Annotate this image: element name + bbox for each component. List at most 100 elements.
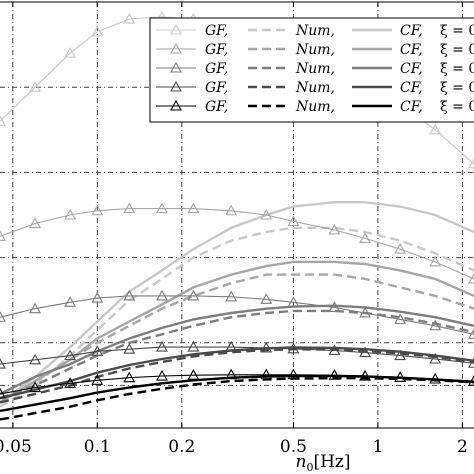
series-4-gf-line bbox=[0, 374, 474, 395]
series-group-4 bbox=[0, 368, 474, 421]
x-tick-label-1: 0.1 bbox=[84, 437, 111, 457]
series-2-gf-line bbox=[0, 295, 474, 335]
series-1-gf-marker-3 bbox=[91, 204, 104, 216]
legend-xi-label-1: ξ = 0 bbox=[440, 42, 474, 58]
series-0-gf-marker-14 bbox=[468, 157, 474, 169]
series-1-gf-marker-11 bbox=[359, 232, 372, 243]
legend-gf-marker-4 bbox=[170, 99, 182, 111]
series-4-gf-marker-4 bbox=[123, 371, 136, 383]
series-1-gf-marker-9 bbox=[287, 215, 300, 226]
series-0-cf-line bbox=[0, 200, 474, 404]
series-2-gf-marker-12 bbox=[394, 313, 407, 324]
series-4-gf-marker-11 bbox=[359, 369, 372, 381]
series-2-gf-marker-5 bbox=[156, 289, 168, 301]
series-0-gf-marker-0 bbox=[0, 115, 6, 126]
legend-cf-label-0: CF, bbox=[400, 23, 423, 39]
series-0-gf-marker-2 bbox=[64, 46, 77, 58]
series-1-gf-marker-4 bbox=[123, 202, 136, 214]
series-1-gf-marker-8 bbox=[260, 208, 273, 220]
series-0-num-line bbox=[0, 226, 474, 408]
x-axis-label-sub: 0 bbox=[306, 461, 313, 474]
series-1-gf-marker-10 bbox=[328, 223, 341, 235]
series-4-gf-marker-6 bbox=[187, 369, 200, 380]
series-4-gf-marker-3 bbox=[91, 374, 104, 385]
series-3-gf-marker-4 bbox=[123, 343, 136, 354]
series-4-gf-marker-2 bbox=[64, 377, 77, 388]
x-tick-label-3: 0.5 bbox=[280, 437, 307, 457]
legend-xi-label-3: ξ = 0 bbox=[440, 80, 474, 96]
series-4-gf-marker-10 bbox=[328, 369, 341, 380]
legend-num-label-0: Num, bbox=[295, 23, 335, 39]
series-2-gf-marker-1 bbox=[29, 302, 41, 314]
series-group-3 bbox=[0, 340, 474, 404]
series-3-gf-marker-2 bbox=[64, 349, 77, 361]
series-3-gf-marker-5 bbox=[156, 340, 168, 352]
series-3-gf-marker-1 bbox=[29, 353, 41, 365]
x-tick-label-4: 1 bbox=[373, 437, 384, 457]
legend-gf-label-1: GF, bbox=[205, 42, 228, 58]
legend-box bbox=[149, 17, 474, 123]
x-ticks: 0.05 0.1 0.2 0.5 1 2 bbox=[0, 2, 468, 457]
series-4-gf-marker-9 bbox=[287, 368, 300, 380]
series-3-gf-marker-3 bbox=[91, 345, 104, 356]
legend-cf-label-1: CF, bbox=[400, 42, 423, 58]
legend-row-3: GF, Num, CF, ξ = 0 bbox=[156, 80, 474, 96]
legend-row-0: GF, Num, CF, ξ = 0 bbox=[156, 23, 474, 39]
legend-gf-label-2: GF, bbox=[205, 61, 228, 77]
series-3-gf-line bbox=[0, 346, 474, 365]
legend-gf-marker-3 bbox=[170, 80, 182, 92]
series-1-gf-marker-2 bbox=[64, 208, 77, 220]
series-4-gf-marker-5 bbox=[156, 369, 168, 381]
series-1-gf-marker-1 bbox=[29, 217, 41, 229]
legend-row-4: GF, Num, CF, ξ = 0 bbox=[156, 99, 474, 115]
series-3-gf-marker-13 bbox=[429, 352, 442, 364]
series-2-gf-marker-4 bbox=[123, 289, 136, 301]
x-axis-label-var: n bbox=[296, 452, 307, 472]
legend-row-2: GF, Num, CF, ξ = 0 bbox=[156, 61, 474, 77]
series-4-gf-marker-7 bbox=[225, 368, 238, 380]
series-2-gf-marker-10 bbox=[328, 301, 341, 312]
series-4-gf-marker-14 bbox=[468, 375, 474, 386]
legend-cf-label-3: CF, bbox=[400, 80, 423, 96]
legend: GF, Num, CF, ξ = 0 GF, Num, CF, ξ = 0 GF, Num, CF,… bbox=[149, 17, 474, 123]
series-1-gf-marker-0 bbox=[0, 230, 6, 241]
series-3-num-line bbox=[0, 347, 474, 404]
series-3-gf-marker-10 bbox=[328, 344, 341, 356]
legend-gf-label-0: GF, bbox=[205, 23, 228, 39]
series-2-gf-marker-0 bbox=[0, 311, 6, 322]
series-1-gf-marker-5 bbox=[156, 202, 168, 214]
legend-xi-label-4: ξ = 0 bbox=[440, 99, 474, 115]
legend-xi-label-2: ξ = 0 bbox=[440, 61, 474, 77]
x-tick-label-0: 0.05 bbox=[0, 437, 32, 457]
legend-row-1: GF, Num, CF, ξ = 0 bbox=[156, 42, 474, 58]
x-axis-label-unit: [Hz] bbox=[313, 452, 350, 472]
series-2-gf-marker-11 bbox=[359, 306, 372, 318]
series-4-gf-marker-8 bbox=[260, 368, 273, 380]
series-4-gf-marker-12 bbox=[394, 371, 407, 382]
series-3-gf-marker-8 bbox=[260, 341, 273, 353]
series-3-gf-marker-11 bbox=[359, 346, 372, 358]
legend-cf-label-2: CF, bbox=[400, 61, 423, 77]
series-3-gf-marker-0 bbox=[0, 357, 6, 369]
series-4-gf-marker-1 bbox=[29, 381, 41, 393]
x-tick-label-5: 2 bbox=[457, 437, 468, 457]
series-2-num-line bbox=[0, 309, 474, 400]
legend-gf-marker-0 bbox=[170, 23, 182, 35]
series-4-gf-marker-13 bbox=[429, 372, 442, 384]
series-layer bbox=[0, 10, 474, 421]
series-3-gf-marker-7 bbox=[225, 340, 238, 352]
legend-num-label-2: Num, bbox=[295, 61, 335, 77]
series-2-gf-marker-13 bbox=[429, 319, 442, 331]
series-2-gf-marker-6 bbox=[187, 289, 200, 301]
legend-num-label-3: Num, bbox=[295, 80, 335, 96]
series-group-2 bbox=[0, 289, 474, 400]
legend-gf-marker-2 bbox=[170, 61, 182, 73]
series-2-gf-marker-2 bbox=[64, 296, 77, 307]
series-2-gf-marker-8 bbox=[260, 293, 273, 304]
series-0-gf-marker-3 bbox=[91, 25, 104, 37]
series-3-gf-marker-9 bbox=[287, 342, 300, 354]
legend-gf-marker-1 bbox=[170, 42, 182, 54]
series-1-gf-marker-14 bbox=[468, 272, 474, 284]
series-2-gf-marker-3 bbox=[91, 291, 104, 303]
series-2-gf-marker-9 bbox=[287, 296, 300, 307]
